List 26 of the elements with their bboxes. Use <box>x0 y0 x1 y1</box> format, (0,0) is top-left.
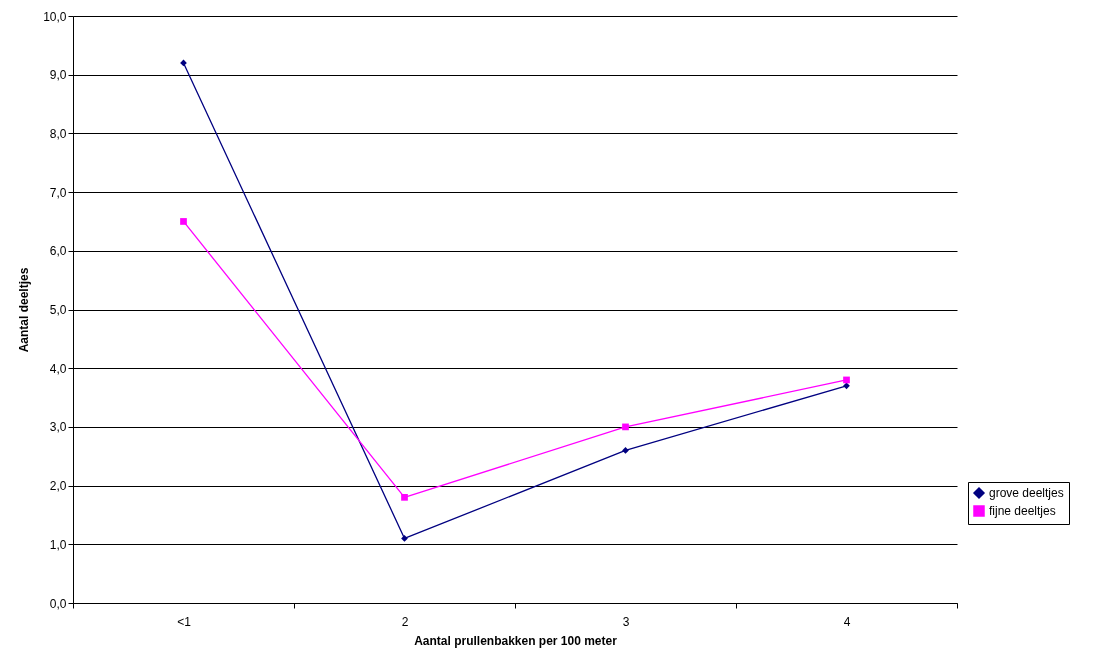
x-tick-label: 2 <box>401 614 409 629</box>
y-tick-label: 3,0 <box>49 420 67 435</box>
y-tick-label: 1,0 <box>49 537 67 552</box>
y-tick-label: 10,0 <box>43 9 67 24</box>
point <box>180 218 187 225</box>
y-tick-label: 4,0 <box>49 361 67 376</box>
point <box>401 493 408 501</box>
x-tick-label: <1 <box>177 614 192 629</box>
point <box>401 535 408 542</box>
x-axis-title: Aantal prullenbakken per 100 meter <box>414 633 618 648</box>
point <box>843 376 850 384</box>
point <box>622 423 629 431</box>
y-axis-title: Aantal deeltjes <box>17 267 32 353</box>
y-tick-label: 0,0 <box>49 596 67 611</box>
point <box>622 447 629 454</box>
x-tick-label: 4 <box>843 614 851 629</box>
legend-label: grove deeltjes <box>989 486 1064 500</box>
y-tick-label: 2,0 <box>49 479 67 494</box>
y-tick-label: 5,0 <box>49 303 67 317</box>
y-tick-label: 8,0 <box>49 126 67 141</box>
point <box>843 382 850 390</box>
legend-label: fijne deeltjes <box>989 504 1056 518</box>
y-tick-label: 7,0 <box>49 185 67 200</box>
y-tick-label: 9,0 <box>49 68 67 83</box>
y-tick-label: 6,0 <box>49 244 67 259</box>
x-tick-label: 3 <box>622 614 630 629</box>
